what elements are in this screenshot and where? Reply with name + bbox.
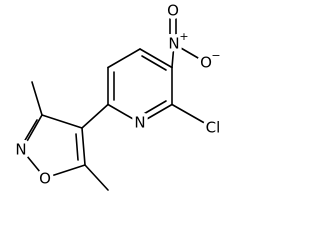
bond (21, 149, 46, 179)
bonds (20, 11, 209, 191)
molecule-diagram: N Cl N + O O − N O (12, 0, 224, 191)
methyl-bond (84, 164, 109, 191)
bond (81, 127, 86, 166)
bond (107, 48, 141, 69)
double-bond (141, 100, 167, 116)
charge: − (211, 49, 220, 62)
bond (81, 103, 109, 129)
bond (21, 114, 43, 151)
atom-label: N (168, 35, 179, 53)
bond (107, 103, 141, 124)
atom-label: O (200, 54, 212, 72)
atom-label: N (15, 141, 26, 159)
bond (44, 164, 86, 179)
double-bond (141, 55, 167, 71)
bond (139, 103, 173, 124)
bond (139, 48, 173, 69)
bond (171, 43, 175, 69)
double-bond (20, 119, 38, 148)
atom-label: O (39, 170, 51, 188)
atom-label: N (134, 114, 145, 132)
double-bond (75, 133, 79, 161)
atom-label: O (167, 2, 179, 20)
atom-label: Cl (206, 119, 221, 137)
charge: + (179, 30, 188, 43)
atom-labels: N Cl N + O O − N O (12, 0, 224, 191)
bond (41, 114, 83, 129)
bond (173, 43, 206, 63)
bond (171, 103, 209, 126)
methyl-bond (31, 81, 43, 116)
